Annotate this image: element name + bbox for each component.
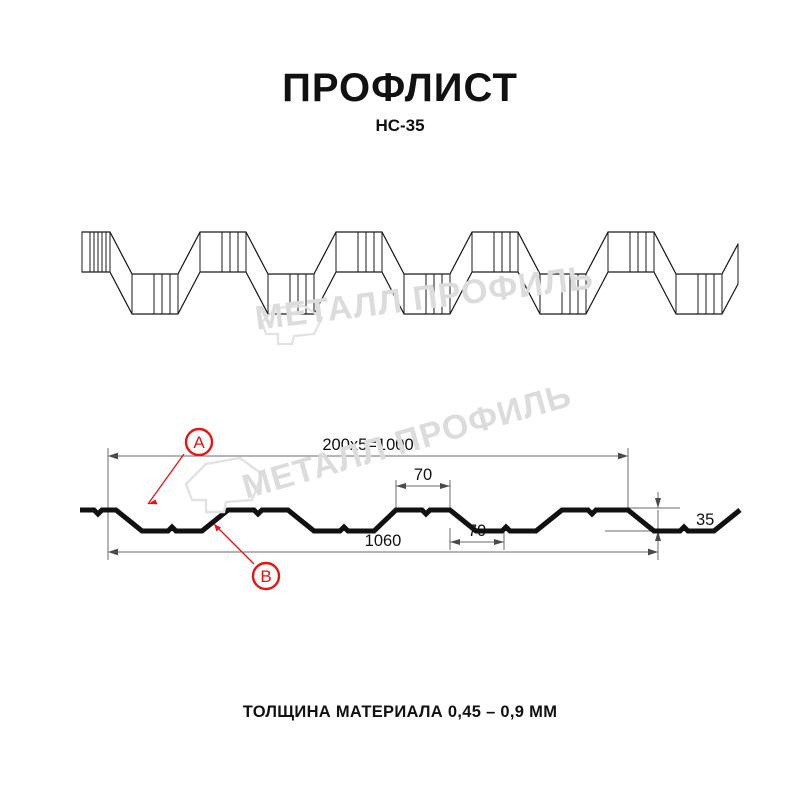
material-thickness-note: ТОЛЩИНА МАТЕРИАЛА 0,45 – 0,9 ММ [242,703,558,721]
dimension-crest-width: 70 [414,466,432,484]
callout-group: A B [147,427,281,591]
callout-a-circle[interactable] [184,427,214,457]
page-title: ПРОФЛИСТ [282,66,518,110]
callout-b-label: B [260,567,271,586]
model-subtitle: НС-35 [375,116,425,135]
dimension-overall-width: 1060 [365,532,402,550]
dimension-trough-width: 70 [468,522,486,540]
callout-b-circle[interactable] [251,561,281,591]
dimension-height: 35 [696,511,714,529]
callout-a-label: A [193,433,205,452]
cross-section-view: A B 200x5=1000 70 70 35 1060 [80,400,742,620]
isometric-profile-view [80,196,740,346]
profile-section-path [80,507,742,534]
dimension-pitch-total: 200x5=1000 [322,436,413,454]
